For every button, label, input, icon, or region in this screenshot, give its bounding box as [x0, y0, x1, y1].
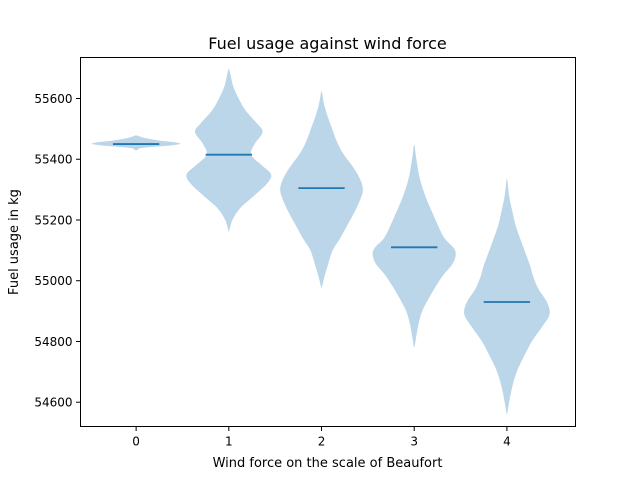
violin-group [91, 68, 550, 415]
plot-area-frame [80, 57, 576, 427]
y-axis-ticks: 54600 54800 55000 55200 55400 55600 [34, 92, 81, 410]
median-group [112, 143, 531, 303]
violin-2 [280, 90, 363, 288]
y-tick-label: 55200 [34, 213, 72, 227]
violin-4 [464, 178, 550, 415]
y-tick-label: 55400 [34, 153, 72, 167]
violin-3 [372, 144, 456, 348]
x-tick-label: 3 [410, 435, 418, 449]
y-tick-label: 55000 [34, 274, 72, 288]
y-axis-label: Fuel usage in kg [7, 189, 22, 295]
x-tick-label: 0 [132, 435, 140, 449]
x-tick-label: 4 [503, 435, 511, 449]
y-tick-label: 54600 [34, 396, 72, 410]
y-tick-label: 54800 [34, 335, 72, 349]
x-tick-label: 1 [225, 435, 233, 449]
x-axis-ticks: 0 1 2 3 4 [132, 426, 511, 449]
x-tick-label: 2 [318, 435, 326, 449]
x-axis-label: Wind force on the scale of Beaufort [213, 456, 443, 471]
violin-0 [91, 135, 181, 151]
chart-title: Fuel usage against wind force [208, 34, 446, 53]
violin-1 [186, 68, 272, 232]
y-tick-label: 55600 [34, 92, 72, 106]
